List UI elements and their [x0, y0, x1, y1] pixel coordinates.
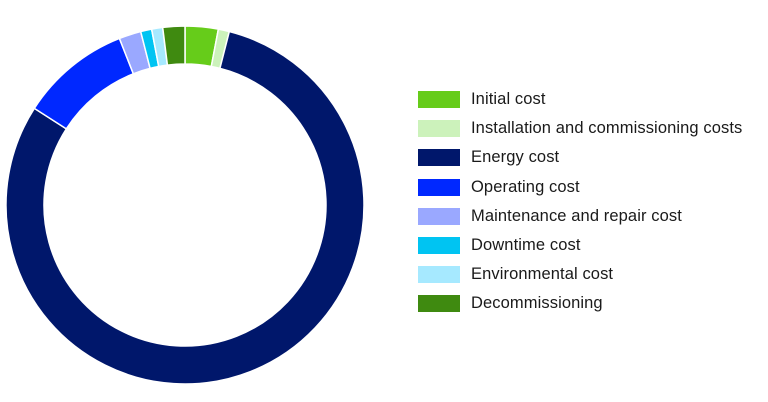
legend-swatch [418, 91, 460, 109]
donut-slice-decommissioning [161, 25, 186, 66]
legend-item-downtime-cost: Downtime cost [418, 231, 763, 260]
legend-swatch [418, 120, 460, 138]
legend-item-decommissioning: Decommissioning [418, 289, 763, 318]
legend-label: Environmental cost [471, 265, 614, 284]
legend-item-environmental-cost: Environmental cost [418, 260, 763, 289]
legend-swatch [418, 237, 460, 255]
legend-item-operating-cost: Operating cost [418, 173, 763, 202]
legend-swatch [418, 149, 460, 167]
legend-label: Maintenance and repair cost [471, 206, 682, 225]
legend-label: Energy cost [471, 148, 560, 167]
legend-label: Installation and commissioning costs [471, 119, 743, 138]
legend-item-maintenance-cost: Maintenance and repair cost [418, 202, 763, 231]
legend-label: Decommissioning [471, 294, 603, 313]
legend-item-energy-cost: Energy cost [418, 143, 763, 172]
donut-slice-energy-cost [5, 30, 365, 385]
legend-item-initial-cost: Initial cost [418, 85, 763, 114]
legend-swatch [418, 207, 460, 225]
donut-slice-operating-cost [33, 37, 135, 130]
legend-item-installation-cost: Installation and commissioning costs [418, 114, 763, 143]
legend-label: Downtime cost [471, 236, 581, 255]
legend-label: Initial cost [471, 90, 546, 109]
legend: Initial cost Installation and commission… [418, 85, 763, 319]
legend-swatch [418, 178, 460, 196]
legend-swatch [418, 295, 460, 313]
legend-swatch [418, 266, 460, 284]
legend-label: Operating cost [471, 177, 580, 196]
